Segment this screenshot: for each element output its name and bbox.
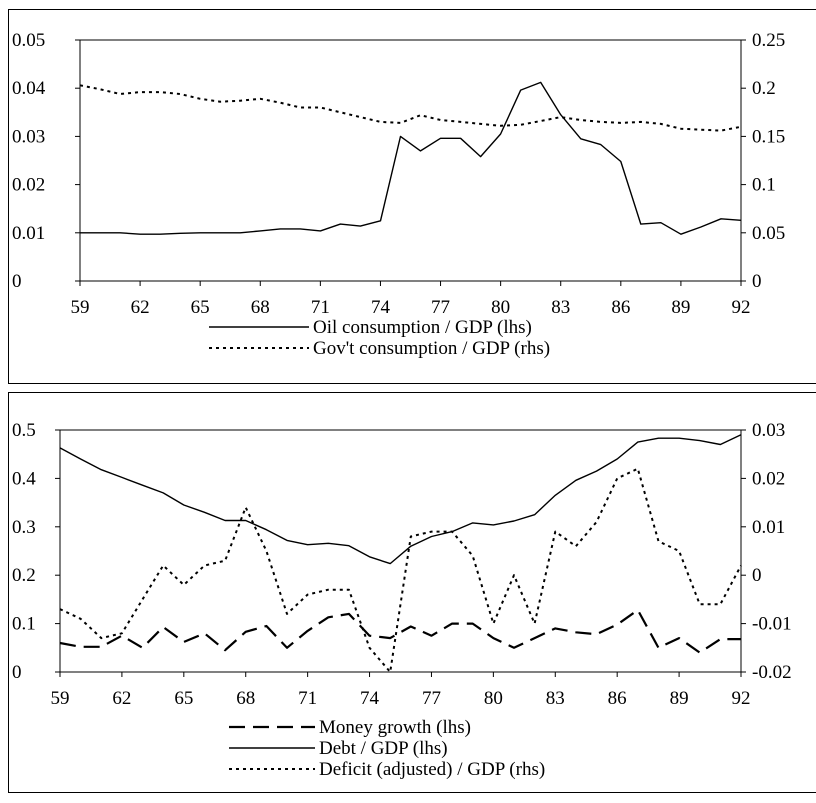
right-axis-tick-label: 0.15 [752,126,785,147]
x-axis-tick-label: 89 [670,688,689,709]
x-axis-tick-label: 68 [236,688,255,709]
x-axis-tick-label: 71 [311,297,330,318]
left-axis-tick-label: 0 [12,662,22,683]
right-axis-tick-label: 0.2 [752,78,776,99]
left-axis-tick-label: 0.03 [12,126,45,147]
left-axis-tick-label: 0.2 [12,565,36,586]
x-axis-tick-label: 59 [51,688,70,709]
chart-panel-bottom: 0 0.1 0.2 0.3 0.4 0.5 -0.02 -0.01 0 0.01 0.02 0.03 5… [8,392,816,793]
legend-label: Debt / GDP (lhs) [319,738,448,759]
chart-panel-top: 0 0.01 0.02 0.03 0.04 0.05 0 0.05 0.1 0.15 0.2 0.25… [8,9,816,384]
right-axis-tick-label: 0 [752,565,762,586]
chart-bottom: 0 0.1 0.2 0.3 0.4 0.5 -0.02 -0.01 0 0.01 0.02 0.03 5… [12,420,792,780]
series-line-2 [79,84,742,132]
x-axis-tick-label: 77 [422,688,441,709]
x-axis-tick-label: 65 [174,688,193,709]
series-line-3 [59,467,742,673]
left-axis-tick-label: 0.02 [12,175,45,196]
series-line-2 [59,434,742,565]
series-line-1 [80,81,742,235]
right-axis-tick-label: 0.03 [752,420,785,441]
right-axis-tick-label: 0.1 [752,175,776,196]
legend-label: Gov't consumption / GDP (rhs) [313,338,550,359]
x-axis-tick-label: 92 [732,688,751,709]
legend-label: Oil consumption / GDP (lhs) [313,317,532,338]
x-axis-tick-label: 83 [546,688,565,709]
x-axis-tick-label: 68 [251,297,270,318]
x-axis-tick-label: 59 [71,297,90,318]
left-axis-tick-label: 0.5 [12,420,36,441]
left-axis-tick-label: 0 [12,271,22,292]
right-axis-tick-label: 0 [752,271,762,292]
x-axis-tick-label: 74 [371,297,391,318]
right-axis-tick-label: -0.01 [752,614,792,635]
x-axis-tick-label: 65 [191,297,210,318]
left-axis-tick-label: 0.04 [12,78,46,99]
series-line-1 [59,608,741,654]
right-axis-tick-label: 0.02 [752,468,785,489]
plot-area [79,39,742,282]
legend-label: Deficit (adjusted) / GDP (rhs) [319,759,545,780]
x-axis-tick-label: 71 [298,688,317,709]
right-axis-tick-label: 0.05 [752,223,785,244]
left-axis-tick-label: 0.4 [12,468,36,489]
right-axis-tick-label: -0.02 [752,662,792,683]
left-axis-tick-label: 0.1 [12,614,36,635]
x-axis-tick-label: 83 [551,297,570,318]
left-axis-tick-label: 0.01 [12,223,45,244]
left-axis-tick-label: 0.05 [12,30,45,51]
x-axis-tick-label: 62 [112,688,131,709]
x-axis-tick-label: 92 [732,297,751,318]
x-axis-tick-label: 74 [360,688,380,709]
right-axis-tick-label: 0.01 [752,517,785,538]
x-axis-tick-label: 80 [484,688,503,709]
left-axis-tick-label: 0.3 [12,517,36,538]
x-axis-tick-label: 86 [608,688,627,709]
chart-top: 0 0.01 0.02 0.03 0.04 0.05 0 0.05 0.1 0.15 0.2 0.25… [12,30,785,359]
x-axis-tick-label: 80 [491,297,510,318]
legend-label: Money growth (lhs) [319,717,471,738]
x-axis-tick-label: 62 [131,297,150,318]
x-axis-tick-label: 86 [611,297,630,318]
x-axis-tick-label: 89 [671,297,690,318]
plot-area [59,429,742,673]
right-axis-tick-label: 0.25 [752,30,785,51]
x-axis-tick-label: 77 [431,297,450,318]
